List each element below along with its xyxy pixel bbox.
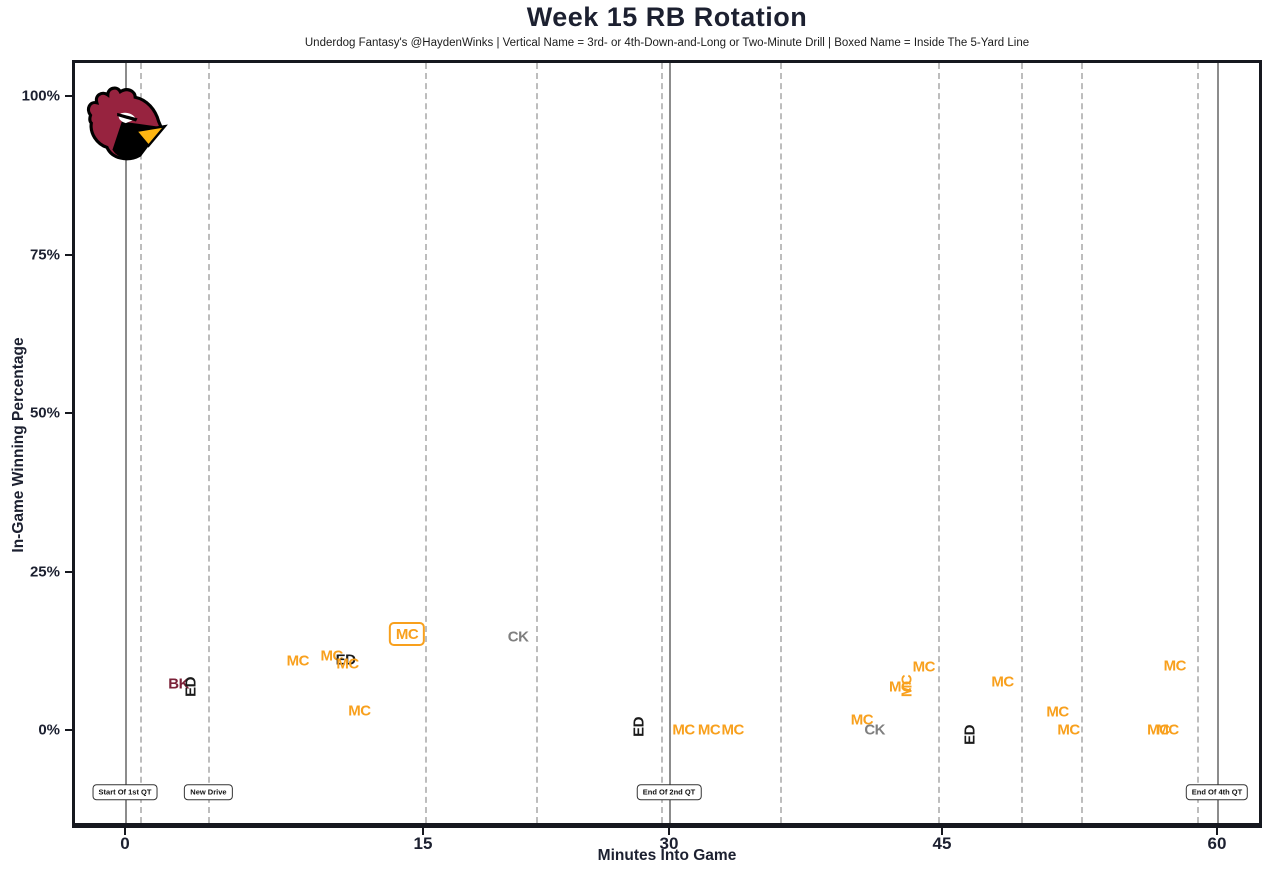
quarter-line (669, 63, 671, 823)
x-tick-mark (422, 828, 424, 835)
x-tick-label: 30 (659, 834, 679, 853)
chart-subtitle: Underdog Fantasy's @HaydenWinks | Vertic… (304, 37, 1030, 49)
new-drive-line (1020, 63, 1023, 823)
data-point-mc: MC (898, 675, 916, 698)
y-tick-mark (65, 412, 72, 414)
x-tick-mark (668, 828, 670, 835)
data-point-mc: MC (1147, 721, 1170, 739)
data-point-mc: MC (721, 721, 745, 739)
y-tick-label: 25% (29, 563, 60, 580)
data-point-mc: MC (286, 652, 310, 670)
y-tick-mark (65, 570, 72, 573)
new-drive-line (424, 63, 427, 823)
y-tick-label: 50% (29, 404, 60, 422)
y-tick-label: 100% (21, 87, 60, 105)
new-drive-line (536, 63, 539, 823)
y-tick-mark (65, 95, 72, 97)
data-point-mc: MC (1057, 721, 1080, 739)
new-drive-line (660, 63, 663, 823)
x-tick-label: 60 (1207, 834, 1227, 853)
data-point-mc: MC (320, 647, 343, 665)
cardinals-logo (86, 86, 168, 161)
quarter-annotation: End Of 2nd QT (636, 784, 702, 800)
y-axis-title: In-Game Winning Percentage (10, 337, 27, 553)
data-point-mc: MC (697, 721, 721, 739)
quarter-annotation: Start Of 1st QT (92, 784, 158, 800)
new-drive-line (1196, 63, 1199, 823)
data-point-mc: MC (1046, 703, 1069, 721)
y-tick-mark (65, 729, 72, 731)
x-tick-label: 15 (413, 834, 433, 853)
data-point-mc: MC (1156, 721, 1179, 739)
new-drive-line (938, 63, 941, 823)
data-point-mc: MC (850, 711, 874, 729)
x-axis-title: Minutes Into Game (597, 847, 737, 864)
data-point-mc: MC (991, 673, 1014, 691)
new-drive-line (139, 63, 142, 823)
quarter-annotation: End Of 4th QT (1185, 784, 1249, 800)
new-drive-line (208, 63, 211, 823)
data-point-mc: MC (336, 655, 359, 673)
y-tick-label: 75% (29, 246, 60, 263)
cardinal-brow-shape (117, 112, 138, 122)
data-point-ck: CK (864, 721, 885, 739)
data-point-mc: MC (388, 622, 426, 647)
data-point-mc: MC (888, 678, 912, 696)
data-point-ed: ED (961, 725, 978, 745)
data-point-mc: MC (672, 721, 695, 739)
data-point-ed: ED (335, 651, 356, 669)
quarter-annotation: New Drive (184, 784, 233, 800)
data-point-mc: MC (348, 702, 371, 720)
data-point-ed: ED (630, 716, 648, 737)
new-drive-line (1081, 63, 1084, 823)
data-point-ck: CK (507, 628, 529, 646)
x-tick-mark (1216, 828, 1218, 835)
x-tick-label: 45 (932, 834, 952, 853)
x-tick-label: 0 (120, 834, 130, 853)
x-tick-mark (941, 828, 943, 835)
plot-area (72, 60, 1262, 828)
data-point-mc: MC (912, 658, 936, 676)
new-drive-line (780, 63, 783, 823)
data-point-bk: BK (168, 675, 189, 693)
quarter-line (1217, 63, 1219, 823)
y-tick-mark (65, 253, 72, 256)
cardinal-beak-shape (133, 124, 168, 148)
chart-title: Week 15 RB Rotation (526, 2, 808, 32)
quarter-line (125, 63, 127, 823)
y-tick-label: 0% (38, 721, 60, 739)
data-point-ed: ED (182, 676, 200, 697)
x-tick-mark (124, 828, 126, 835)
data-point-mc: MC (1163, 657, 1187, 675)
